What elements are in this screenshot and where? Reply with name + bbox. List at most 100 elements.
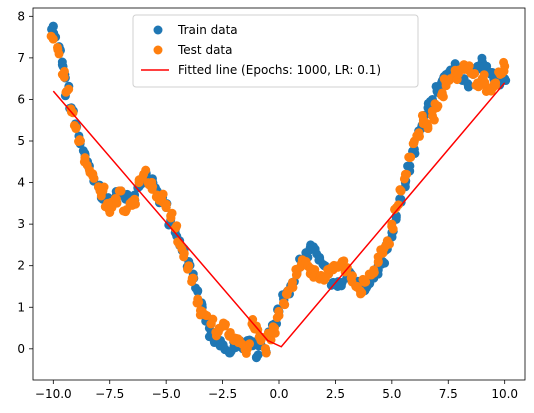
- legend-label: Train data: [177, 23, 238, 37]
- test-point: [158, 189, 168, 199]
- test-point: [245, 339, 255, 349]
- legend-label: Test data: [177, 43, 232, 57]
- legend-box: [132, 14, 419, 88]
- x-tick-label: 7.5: [439, 387, 458, 401]
- test-point: [66, 104, 76, 114]
- x-tick-label: −5.0: [152, 387, 181, 401]
- test-point: [466, 68, 476, 78]
- test-point: [147, 177, 157, 187]
- test-point: [105, 207, 115, 217]
- y-tick-label: 1: [17, 300, 25, 314]
- test-point: [291, 270, 301, 280]
- test-point: [369, 268, 379, 278]
- test-point: [114, 186, 124, 196]
- test-point: [194, 297, 204, 307]
- test-point: [489, 79, 499, 89]
- y-tick-label: 7: [17, 51, 25, 65]
- test-point: [200, 310, 210, 320]
- x-tick-label: −7.5: [95, 387, 124, 401]
- x-tick-label: 0.0: [269, 387, 288, 401]
- test-point: [161, 199, 171, 209]
- test-point: [112, 198, 122, 208]
- test-point: [261, 348, 271, 358]
- train-point: [391, 213, 401, 223]
- test-point: [479, 70, 489, 80]
- test-point: [417, 110, 427, 120]
- test-point: [54, 49, 64, 59]
- x-tick-label: 5.0: [382, 387, 401, 401]
- test-point: [59, 72, 69, 82]
- legend-marker: [153, 25, 163, 35]
- test-point: [187, 273, 197, 283]
- y-tick-label: 5: [17, 134, 25, 148]
- test-point: [396, 186, 406, 196]
- y-tick-label: 2: [17, 259, 25, 273]
- x-tick-label: −2.5: [208, 387, 237, 401]
- y-tick-label: 8: [17, 9, 25, 23]
- y-tick-label: 4: [17, 176, 25, 190]
- test-point: [280, 300, 290, 310]
- legend-label: Fitted line (Epochs: 1000, LR: 0.1): [178, 63, 381, 77]
- test-point: [183, 264, 193, 274]
- test-point: [82, 160, 92, 170]
- test-point: [499, 57, 509, 67]
- test-point: [444, 75, 454, 85]
- test-point: [387, 221, 397, 231]
- plot-area: [46, 21, 511, 363]
- test-point: [429, 115, 439, 125]
- test-point: [402, 169, 412, 179]
- fitted-line: [52, 82, 506, 348]
- test-point: [473, 82, 483, 92]
- train-point: [336, 281, 346, 291]
- test-point: [480, 78, 490, 88]
- x-tick-label: 2.5: [326, 387, 345, 401]
- test-point: [96, 191, 106, 201]
- test-point: [288, 282, 298, 292]
- test-point: [358, 274, 368, 284]
- test-point: [241, 348, 251, 358]
- test-point: [409, 139, 419, 149]
- test-point: [218, 318, 228, 328]
- train-point: [253, 350, 263, 360]
- test-point: [390, 204, 400, 214]
- test-point: [236, 338, 246, 348]
- test-point: [268, 322, 278, 332]
- x-tick-label: 10.0: [491, 387, 518, 401]
- legend-marker: [153, 45, 163, 55]
- legend: Train data Test data Fitted line (Epochs: …: [132, 14, 419, 88]
- test-point: [99, 182, 109, 192]
- test-point: [173, 237, 183, 247]
- test-point: [281, 289, 291, 299]
- test-point: [206, 319, 216, 329]
- series-test-data: [46, 31, 510, 358]
- test-point: [499, 66, 509, 76]
- test-point: [310, 265, 320, 275]
- test-point: [381, 241, 391, 251]
- train-point: [78, 146, 88, 156]
- y-tick-label: 6: [17, 92, 25, 106]
- test-point: [295, 262, 305, 272]
- test-point: [357, 288, 367, 298]
- x-tick-label: −10.0: [35, 387, 72, 401]
- test-point: [71, 123, 81, 133]
- axes: −10.0 −7.5 −5.0 −2.5 0.0 2.5 5.0 7.5 10.0 0 1 2 3 4 5 6…: [17, 7, 526, 401]
- y-tick-label: 3: [17, 217, 25, 231]
- test-point: [213, 327, 223, 337]
- test-point: [412, 131, 422, 141]
- test-point: [430, 99, 440, 109]
- test-point: [74, 137, 84, 147]
- train-point: [477, 53, 487, 63]
- test-point: [438, 92, 448, 102]
- test-point: [167, 208, 177, 218]
- test-point: [141, 165, 151, 175]
- train-point: [308, 242, 318, 252]
- test-point: [179, 252, 189, 262]
- test-point: [422, 118, 432, 128]
- test-point: [263, 328, 273, 338]
- test-point: [266, 335, 276, 345]
- train-point: [463, 82, 473, 92]
- test-point: [128, 196, 138, 206]
- test-point: [274, 306, 284, 316]
